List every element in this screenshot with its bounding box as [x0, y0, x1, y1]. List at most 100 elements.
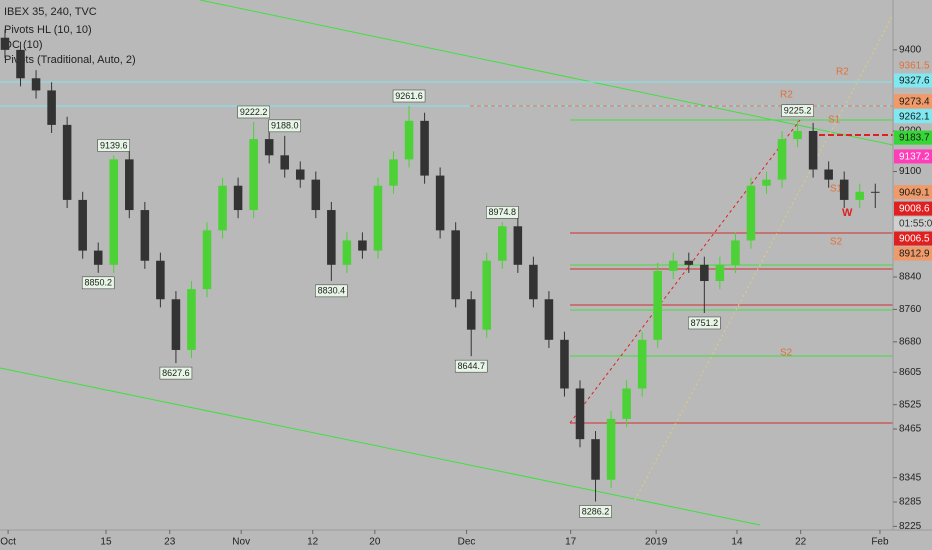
- badge-bg: [894, 73, 932, 88]
- candle-body: [653, 270, 662, 340]
- candle-body: [109, 159, 119, 265]
- candle-body: [637, 339, 647, 389]
- symbol-title: IBEX 35, 240, TVC: [4, 6, 97, 18]
- candle-body: [793, 130, 802, 140]
- price-badge: 9262.1: [894, 109, 932, 124]
- pivot-box: [237, 105, 270, 119]
- pivot-box: [454, 359, 488, 373]
- candle-body: [575, 388, 585, 440]
- pivot-level: S2: [830, 237, 843, 248]
- indicator-label: DC (10): [4, 39, 43, 51]
- candle-body: [31, 78, 41, 91]
- badge-bg: [894, 216, 932, 231]
- price-badge: 9327.6: [894, 73, 932, 88]
- candle-body: [871, 191, 880, 193]
- pivot-label: 8974.8: [486, 206, 519, 219]
- x-tick-label: 17: [565, 537, 577, 548]
- x-tick-label: Nov: [232, 537, 250, 548]
- candle-body: [62, 124, 72, 200]
- pivot-label: 8644.7: [454, 359, 488, 373]
- pivot-text: 8850.2: [84, 278, 112, 288]
- badge-bg: [894, 246, 932, 261]
- candle-body: [311, 179, 321, 211]
- pivot-text: 8830.4: [318, 286, 346, 296]
- candle-body: [389, 159, 398, 186]
- pivot-level: S1: [830, 184, 843, 195]
- badge-text: 9008.6: [899, 204, 930, 215]
- y-tick-label: 8465: [899, 424, 922, 435]
- pivot-box: [781, 104, 814, 118]
- pivot-box: [688, 316, 721, 330]
- candle-body: [513, 226, 523, 265]
- candle-body: [762, 179, 771, 186]
- pivot-box: [392, 89, 426, 103]
- pivot-label: 9222.2: [237, 105, 270, 119]
- pivot-label: 8830.4: [315, 284, 348, 298]
- x-tick-label: 15: [100, 537, 112, 548]
- pivot-level: S2: [780, 348, 793, 359]
- badge-text: 9183.7: [899, 133, 930, 144]
- pivot-text: 8627.6: [162, 368, 190, 378]
- price-badge: 9273.4: [894, 94, 932, 109]
- price-badge: 9183.7: [894, 130, 932, 145]
- candle-body: [591, 439, 600, 480]
- candle-body: [140, 210, 150, 261]
- candle-body: [342, 240, 352, 265]
- badge-text: 9262.1: [899, 111, 930, 122]
- badge-text: 9137.2: [899, 152, 930, 163]
- candle-body: [482, 260, 492, 330]
- pivot-text: 9261.6: [395, 91, 423, 101]
- candle-body: [466, 299, 476, 330]
- pivot-text: 8644.7: [457, 361, 485, 371]
- badge-text: 01:55:06: [899, 219, 932, 230]
- pivot-text: 9225.2: [784, 106, 812, 116]
- badge-text: 9327.6: [899, 76, 930, 87]
- price-badge: 8912.9: [894, 246, 932, 261]
- candle-body: [404, 120, 414, 160]
- candle-body: [171, 299, 181, 350]
- x-tick-label: Dec: [458, 537, 476, 548]
- price-badge: 9049.1: [894, 185, 932, 200]
- badge-bg: [894, 231, 932, 246]
- candle-body: [777, 139, 787, 180]
- candle-body: [373, 185, 383, 251]
- pivot-text: 9139.6: [100, 140, 128, 150]
- y-tick-label: 8760: [899, 304, 922, 315]
- badge-bg: [894, 130, 932, 145]
- badge-text: 9049.1: [899, 187, 930, 198]
- candle-body: [264, 139, 274, 156]
- candle-body: [715, 264, 725, 282]
- candle-body: [544, 299, 554, 340]
- pivot-text: 8974.8: [489, 207, 517, 217]
- y-tick-label: 8680: [899, 336, 922, 347]
- candle-body: [47, 90, 56, 125]
- y-tick-label: 9400: [899, 45, 922, 56]
- candle-body: [358, 240, 367, 251]
- pivot-label: 8627.6: [159, 366, 193, 380]
- pivot-label: 9188.0: [268, 119, 301, 133]
- y-tick-label: 9100: [899, 166, 922, 177]
- candle-body: [0, 37, 10, 50]
- badge-bg: [894, 58, 932, 73]
- x-tick-label: 2019: [645, 537, 668, 548]
- x-tick-label: 22: [795, 537, 807, 548]
- candle-body: [187, 289, 196, 350]
- candle-body: [93, 250, 103, 265]
- pivot-level: R2: [780, 90, 793, 101]
- y-tick-label: 8345: [899, 472, 922, 483]
- price-badge: 9137.2: [894, 149, 932, 164]
- candle-body: [280, 155, 289, 170]
- candle-body: [327, 210, 336, 265]
- indicator-label: Pivots (Traditional, Auto, 2): [4, 54, 136, 66]
- candle-body: [202, 230, 212, 290]
- pivot-text: 9188.0: [271, 121, 299, 131]
- pivot-text: 9222.2: [240, 107, 268, 117]
- annotation: W: [842, 207, 853, 219]
- candle-body: [700, 264, 709, 282]
- pivot-label: 9139.6: [97, 139, 131, 152]
- candle-body: [435, 175, 445, 231]
- candle-body: [824, 169, 833, 180]
- pivot-label: 8850.2: [81, 276, 115, 290]
